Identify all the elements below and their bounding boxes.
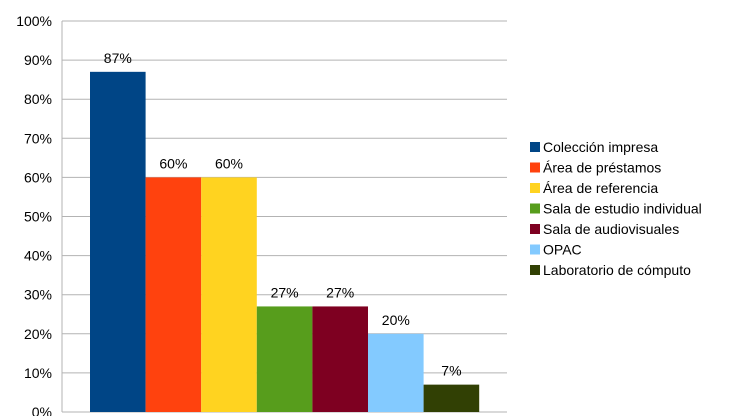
y-tick-label: 0% xyxy=(32,404,52,416)
data-label: 60% xyxy=(159,155,187,171)
data-label: 20% xyxy=(382,312,410,328)
bar xyxy=(368,333,424,412)
legend-swatch xyxy=(530,203,540,214)
legend-label: OPAC xyxy=(543,242,582,258)
legend-swatch xyxy=(530,224,540,234)
legend-label: Área de préstamos xyxy=(543,160,661,176)
legend-swatch xyxy=(530,142,540,152)
legend-swatch xyxy=(530,244,540,255)
y-tick-label: 70% xyxy=(24,130,52,146)
data-label: 27% xyxy=(271,284,299,300)
y-tick-label: 20% xyxy=(24,326,52,342)
y-tick-label: 30% xyxy=(24,287,52,303)
legend-label: Área de referencia xyxy=(543,180,658,196)
legend-swatch xyxy=(530,265,540,275)
y-tick-label: 80% xyxy=(24,91,52,107)
bar xyxy=(145,177,202,412)
y-tick-label: 90% xyxy=(24,52,52,68)
data-label: 7% xyxy=(441,363,461,379)
y-tick-label: 100% xyxy=(16,13,52,29)
bar xyxy=(423,384,480,412)
y-tick-label: 60% xyxy=(24,169,52,185)
legend: Colección impresa Área de préstamos Área d… xyxy=(530,139,702,278)
y-tick-label: 10% xyxy=(24,365,52,381)
bars xyxy=(90,71,480,412)
data-labels: 87% 60% 60% 27% 27% 20% 7% xyxy=(104,50,462,379)
legend-label: Sala de audiovisuales xyxy=(543,221,679,237)
legend-label: Laboratorio de cómputo xyxy=(543,262,691,278)
bar xyxy=(201,177,257,412)
data-label: 60% xyxy=(215,155,243,171)
legend-label: Sala de estudio individual xyxy=(543,201,702,217)
legend-swatch xyxy=(530,162,540,173)
y-tick-label: 50% xyxy=(24,209,52,225)
legend-label: Colección impresa xyxy=(543,139,658,155)
legend-swatch xyxy=(530,183,540,193)
bar xyxy=(312,306,368,412)
data-label: 87% xyxy=(104,50,132,66)
y-axis-tick-labels: 0% 10% 20% 30% 40% 50% 60% 70% 80% 90% 100% xyxy=(16,13,52,416)
bar xyxy=(90,71,146,412)
data-label: 27% xyxy=(326,284,354,300)
bar xyxy=(256,306,313,412)
y-tick-label: 40% xyxy=(24,248,52,264)
